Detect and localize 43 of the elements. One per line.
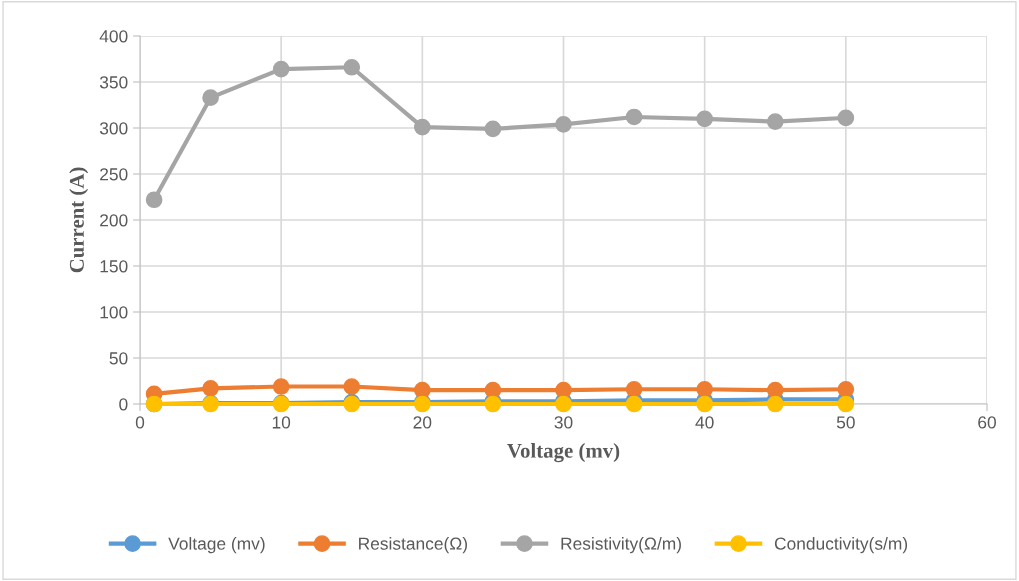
- legend-label: Resistivity(Ω/m): [561, 537, 681, 554]
- point: [625, 108, 643, 126]
- point: [484, 120, 502, 138]
- y-tick-label: 0: [119, 398, 128, 411]
- y-tick-label: 400: [99, 30, 128, 43]
- y-axis-title: Current (A): [69, 167, 89, 273]
- point: [766, 395, 784, 413]
- point: [413, 381, 431, 399]
- point: [696, 110, 714, 128]
- x-tick-label: 0: [135, 416, 145, 429]
- y-tick-label: 50: [109, 352, 128, 365]
- x-tick-label: 50: [836, 416, 855, 429]
- y-tick-label: 100: [100, 306, 128, 319]
- point: [696, 380, 714, 398]
- x-tick-label: 30: [554, 416, 573, 429]
- point: [484, 381, 502, 399]
- y-tick-label: 300: [99, 122, 128, 135]
- legend-label: Conductivity(s/m): [774, 537, 908, 554]
- point: [272, 378, 290, 395]
- point: [413, 118, 431, 136]
- x-tick-label: 40: [695, 416, 714, 429]
- point: [766, 381, 784, 399]
- point: [766, 113, 784, 130]
- point: [555, 115, 572, 133]
- point: [343, 378, 361, 395]
- y-tick-label: 200: [100, 214, 128, 227]
- x-tick-label: 10: [272, 416, 291, 429]
- y-tick-label: 350: [99, 76, 128, 89]
- y-tick-label: 150: [100, 260, 128, 273]
- y-tick-label: 250: [100, 168, 128, 181]
- point: [202, 89, 219, 106]
- point: [837, 109, 855, 127]
- point: [145, 191, 163, 209]
- point: [272, 60, 290, 78]
- legend-label: Resistance(Ω): [359, 537, 467, 554]
- legend-label: Voltage (mv): [168, 537, 265, 554]
- point: [555, 381, 572, 399]
- x-axis-title: Voltage (mv): [507, 443, 620, 463]
- point: [696, 395, 714, 413]
- point: [202, 380, 219, 397]
- x-tick-label: 60: [978, 416, 996, 429]
- x-tick-label: 20: [413, 416, 432, 429]
- point: [343, 58, 361, 76]
